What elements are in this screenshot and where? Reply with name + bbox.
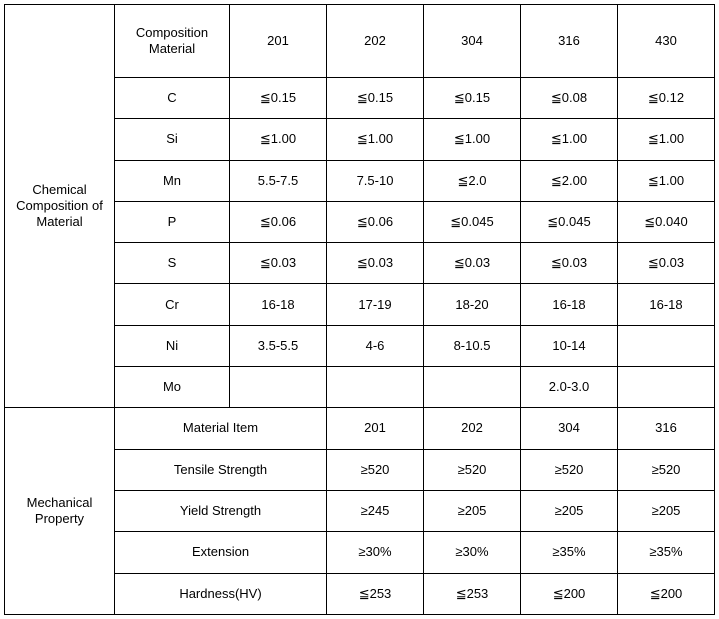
chem-grade-header: 201 [230, 5, 327, 78]
chem-value: ≦1.00 [521, 119, 618, 160]
mech-value: ≥205 [424, 491, 521, 532]
chem-value: 3.5-5.5 [230, 325, 327, 366]
chem-value: 5.5-7.5 [230, 160, 327, 201]
mech-value: ≦253 [424, 573, 521, 614]
mech-value: ≥205 [521, 491, 618, 532]
material-properties-table: Chemical Composition of Material Composi… [4, 4, 715, 615]
chem-value: 16-18 [521, 284, 618, 325]
mech-property: Tensile Strength [115, 449, 327, 490]
chem-element: Cr [115, 284, 230, 325]
chem-value: ≦0.03 [230, 243, 327, 284]
chem-value: 16-18 [230, 284, 327, 325]
chem-grade-header: 304 [424, 5, 521, 78]
mech-grade-header: 202 [424, 408, 521, 449]
chem-value: 7.5-10 [327, 160, 424, 201]
mech-value: ≥520 [618, 449, 715, 490]
mech-value: ≥520 [424, 449, 521, 490]
chem-value: ≦0.06 [230, 201, 327, 242]
chem-value: ≦2.0 [424, 160, 521, 201]
mech-grade-header: 304 [521, 408, 618, 449]
chem-value: 18-20 [424, 284, 521, 325]
chem-value: ≦0.15 [424, 77, 521, 118]
chem-element: Ni [115, 325, 230, 366]
chem-value: ≦0.03 [424, 243, 521, 284]
mech-value: ≦200 [618, 573, 715, 614]
chem-value: ≦0.045 [424, 201, 521, 242]
chem-value: ≦2.00 [521, 160, 618, 201]
mech-property: Yield Strength [115, 491, 327, 532]
chem-value: ≦1.00 [618, 160, 715, 201]
mech-value: ≥30% [424, 532, 521, 573]
chem-value: ≦0.03 [618, 243, 715, 284]
chem-value: ≦0.040 [618, 201, 715, 242]
chem-value: ≦0.06 [327, 201, 424, 242]
chem-value: ≦0.12 [618, 77, 715, 118]
chem-value: 17-19 [327, 284, 424, 325]
chem-element: Si [115, 119, 230, 160]
mech-value: ≥35% [521, 532, 618, 573]
chem-grade-header: 316 [521, 5, 618, 78]
chem-value: ≦1.00 [618, 119, 715, 160]
chem-value [230, 367, 327, 408]
chem-header-first: Composition Material [115, 5, 230, 78]
chem-value: 16-18 [618, 284, 715, 325]
mech-property: Extension [115, 532, 327, 573]
mech-header-first: Material Item [115, 408, 327, 449]
mech-section-label: Mechanical Property [5, 408, 115, 615]
chem-element: Mo [115, 367, 230, 408]
chem-value: ≦1.00 [327, 119, 424, 160]
chem-value: ≦0.15 [230, 77, 327, 118]
chem-value: 2.0-3.0 [521, 367, 618, 408]
chem-section-label: Chemical Composition of Material [5, 5, 115, 408]
chem-value: 4-6 [327, 325, 424, 366]
chem-value: ≦0.045 [521, 201, 618, 242]
chem-value: ≦0.15 [327, 77, 424, 118]
mech-value: ≥30% [327, 532, 424, 573]
chem-element: P [115, 201, 230, 242]
chem-element: Mn [115, 160, 230, 201]
chem-value [618, 367, 715, 408]
mech-value: ≥35% [618, 532, 715, 573]
table-row: Chemical Composition of Material Composi… [5, 5, 715, 78]
chem-value [327, 367, 424, 408]
mech-value: ≥205 [618, 491, 715, 532]
chem-value: ≦0.03 [327, 243, 424, 284]
chem-value [618, 325, 715, 366]
mech-value: ≦253 [327, 573, 424, 614]
chem-value: ≦1.00 [230, 119, 327, 160]
chem-value: 8-10.5 [424, 325, 521, 366]
chem-grade-header: 202 [327, 5, 424, 78]
mech-grade-header: 316 [618, 408, 715, 449]
mech-grade-header: 201 [327, 408, 424, 449]
table-row: Mechanical Property Material Item 201 20… [5, 408, 715, 449]
chem-element: C [115, 77, 230, 118]
mech-value: ≥520 [521, 449, 618, 490]
mech-property: Hardness(HV) [115, 573, 327, 614]
chem-value [424, 367, 521, 408]
mech-value: ≥520 [327, 449, 424, 490]
mech-value: ≦200 [521, 573, 618, 614]
chem-value: ≦0.08 [521, 77, 618, 118]
chem-value: 10-14 [521, 325, 618, 366]
chem-value: ≦0.03 [521, 243, 618, 284]
chem-grade-header: 430 [618, 5, 715, 78]
mech-value: ≥245 [327, 491, 424, 532]
chem-value: ≦1.00 [424, 119, 521, 160]
chem-element: S [115, 243, 230, 284]
